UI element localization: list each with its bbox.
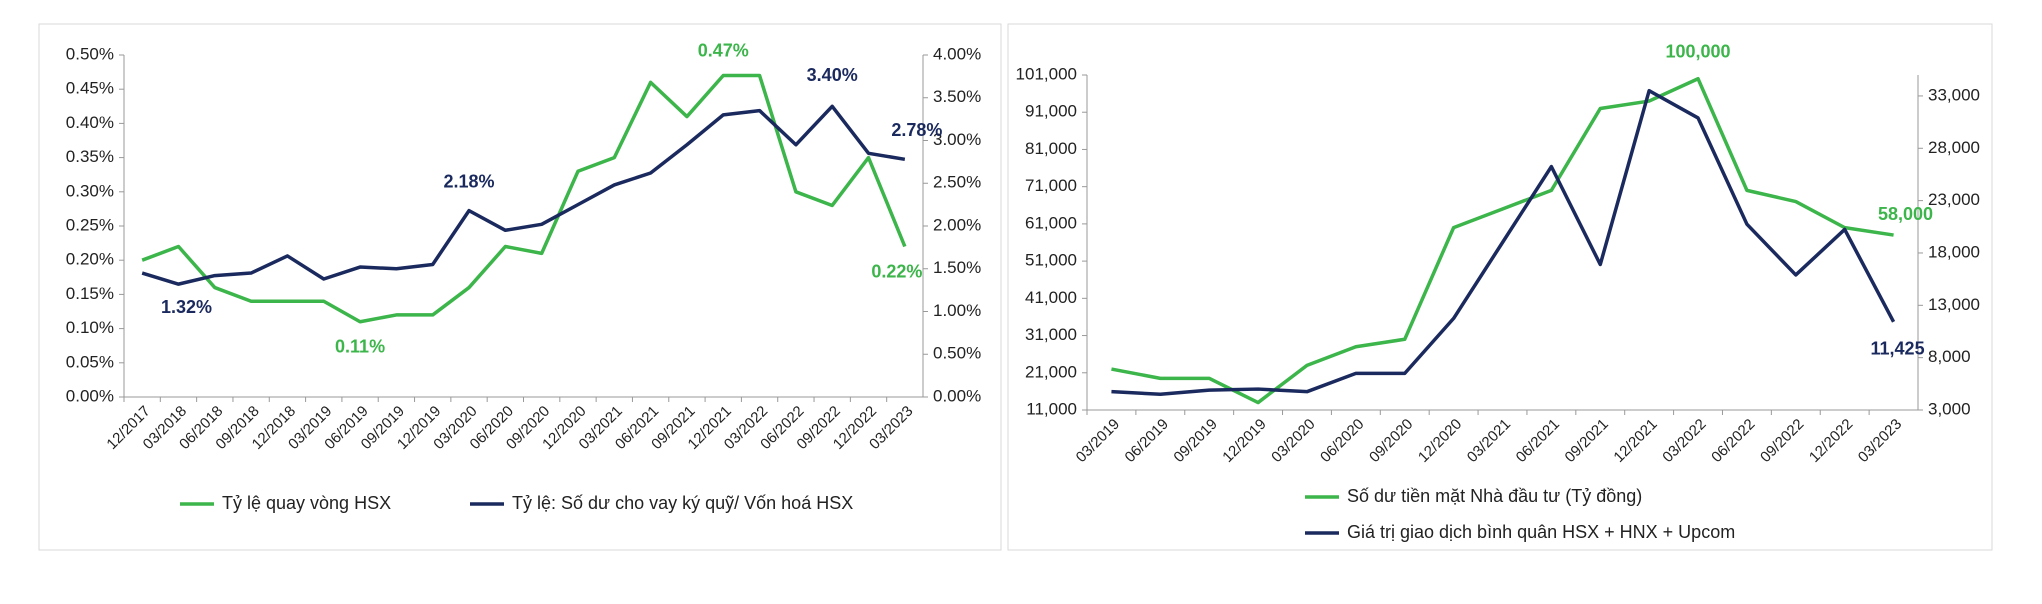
y2-tick-label: 18,000 — [1928, 242, 1980, 261]
data-label: 11,425 — [1871, 339, 1925, 359]
x-tick-label: 03/2022 — [1659, 416, 1709, 466]
data-label: 0.47% — [698, 40, 749, 60]
y-tick-label: 0.00% — [66, 386, 114, 405]
data-label: 2.18% — [443, 171, 494, 191]
y-tick-label: 0.45% — [66, 79, 114, 98]
y2-tick-label: 2.50% — [933, 173, 981, 192]
y-tick-label: 0.50% — [66, 44, 114, 63]
y2-tick-label: 33,000 — [1928, 85, 1980, 104]
legend-label: Số dư tiền mặt Nhà đầu tư (Tỷ đồng) — [1347, 486, 1642, 506]
y-tick-label: 61,000 — [1025, 213, 1077, 232]
y2-tick-label: 1.00% — [933, 301, 981, 320]
x-tick-label: 06/2020 — [1317, 416, 1367, 466]
panel-frame — [38, 23, 1002, 551]
data-label: 0.11% — [335, 337, 385, 357]
data-label: 3.40% — [807, 65, 858, 85]
y-tick-label: 81,000 — [1025, 139, 1077, 158]
y-tick-label: 0.40% — [66, 113, 114, 132]
x-tick-label: 09/2020 — [1366, 416, 1416, 466]
y-tick-label: 31,000 — [1025, 325, 1077, 344]
y-tick-label: 0.30% — [66, 181, 114, 200]
y-tick-label: 21,000 — [1025, 362, 1077, 381]
series-line — [141, 104, 906, 286]
y2-tick-label: 23,000 — [1928, 190, 1980, 209]
x-tick-label: 12/2019 — [1219, 416, 1269, 466]
x-tick-label: 12/2021 — [1610, 416, 1660, 466]
y2-tick-label: 0.00% — [933, 386, 981, 405]
y2-tick-label: 3,000 — [1928, 399, 1971, 418]
y-tick-label: 0.15% — [66, 284, 114, 303]
series-line — [141, 73, 907, 324]
y2-tick-label: 28,000 — [1928, 138, 1980, 157]
data-label: 2.78% — [891, 120, 942, 140]
panel-frame — [1007, 23, 1993, 551]
y-tick-label: 41,000 — [1025, 288, 1077, 307]
data-label: 100,000 — [1665, 41, 1730, 61]
y2-tick-label: 1.50% — [933, 258, 981, 277]
x-tick-label: 03/2023 — [1855, 416, 1905, 466]
y2-tick-label: 2.00% — [933, 215, 981, 234]
legend-label: Tỷ lệ: Số dư cho vay ký quỹ/ Vốn hoá HSX — [512, 493, 853, 513]
y2-tick-label: 3.00% — [933, 130, 981, 149]
y-tick-label: 0.35% — [66, 147, 114, 166]
x-tick-label: 09/2019 — [1170, 416, 1220, 466]
y2-tick-label: 8,000 — [1928, 347, 1971, 366]
y2-tick-label: 13,000 — [1928, 295, 1980, 314]
x-tick-label: 03/2019 — [1073, 416, 1123, 466]
x-tick-label: 06/2019 — [1122, 416, 1172, 466]
y-tick-label: 101,000 — [1016, 64, 1077, 83]
y-tick-label: 11,000 — [1026, 399, 1077, 418]
y-tick-label: 91,000 — [1025, 102, 1077, 121]
x-tick-label: 06/2021 — [1513, 416, 1563, 466]
y2-tick-label: 3.50% — [933, 87, 981, 106]
data-label: 58,000 — [1878, 204, 1933, 224]
x-tick-label: 12/2022 — [1806, 416, 1856, 466]
y-tick-label: 51,000 — [1025, 251, 1077, 270]
y-tick-label: 71,000 — [1025, 176, 1077, 195]
series-line — [1111, 76, 1894, 405]
y-tick-label: 0.10% — [66, 318, 114, 337]
x-tick-label: 06/2022 — [1708, 416, 1758, 466]
y-tick-label: 0.05% — [66, 352, 114, 371]
x-tick-label: 09/2021 — [1562, 416, 1612, 466]
y2-tick-label: 4.00% — [933, 44, 981, 63]
x-tick-label: 12/2020 — [1415, 416, 1465, 466]
y-tick-label: 0.20% — [66, 250, 114, 269]
series-line — [1111, 88, 1896, 397]
legend-label: Giá trị giao dịch bình quân HSX + HNX + … — [1347, 522, 1735, 542]
x-tick-label: 09/2022 — [1757, 416, 1807, 466]
data-label: 0.22% — [871, 261, 922, 281]
x-tick-label: 03/2021 — [1464, 416, 1514, 466]
x-tick-label: 03/2020 — [1268, 416, 1318, 466]
y2-tick-label: 0.50% — [933, 344, 981, 363]
y-tick-label: 0.25% — [66, 215, 114, 234]
legend-label: Tỷ lệ quay vòng HSX — [222, 493, 391, 513]
data-label: 1.32% — [161, 297, 212, 317]
